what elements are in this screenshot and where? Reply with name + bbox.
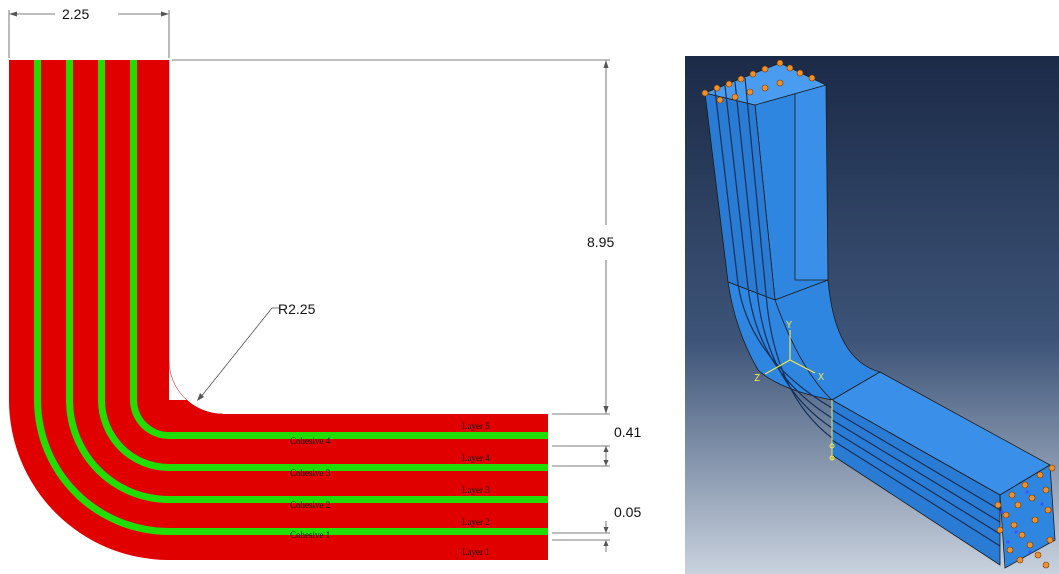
layer-label-1: Layer 1 (462, 547, 490, 557)
axis-y-label: Y (786, 320, 792, 331)
edge-marker (829, 400, 835, 461)
inner-corner (169, 60, 548, 414)
dim-cohesive-thickness: 0.05 (614, 504, 641, 520)
cohesive-label-3: Cohesive 3 (290, 468, 331, 478)
cohesive-label-2: Cohesive 2 (290, 500, 330, 510)
bottom-constraints (994, 464, 1056, 569)
cohesive-label-1: Cohesive 1 (290, 530, 330, 540)
dimension-labels: 2.25 8.95 R2.25 0.41 0.05 (62, 6, 641, 520)
dimension-lines (8, 10, 610, 552)
fe-render: Y X Z (685, 56, 1059, 574)
layer-label-3: Layer 3 (462, 485, 490, 495)
layer-label-2: Layer 2 (462, 517, 490, 527)
horizontal-arm-end (999, 464, 1056, 569)
band-labels: Layer 5 Cohesive 4 Layer 4 Cohesive 3 La… (290, 421, 490, 557)
layer-label-5: Layer 5 (462, 421, 490, 431)
cohesive-label-4: Cohesive 4 (290, 436, 331, 446)
specimen-drawing (9, 60, 548, 560)
layer-label-4: Layer 4 (462, 453, 490, 463)
axis-x-label: X (818, 372, 824, 383)
bend-region (727, 279, 882, 401)
dim-width-top: 2.25 (62, 6, 89, 22)
top-constraints (701, 59, 816, 104)
dim-height: 8.95 (587, 234, 614, 250)
dim-layer-thickness: 0.41 (614, 424, 641, 440)
axis-z-label: Z (754, 373, 760, 384)
vertical-arm-face (794, 84, 829, 281)
axis-triad (764, 330, 816, 375)
dim-radius: R2.25 (278, 301, 316, 317)
